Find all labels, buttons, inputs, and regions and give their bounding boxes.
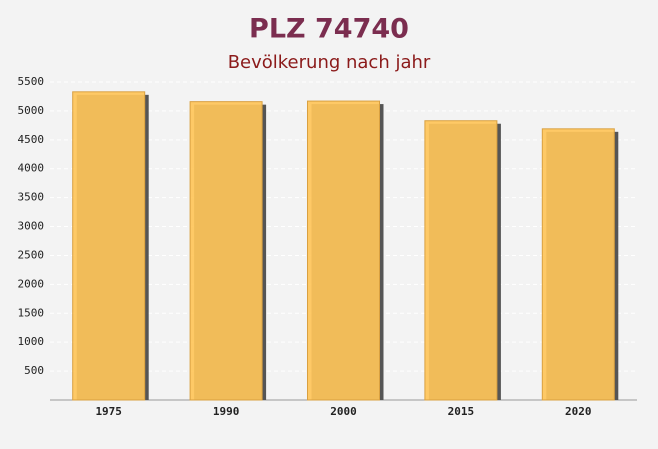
x-tick-label: 2015 [448,405,475,418]
x-tick-label: 2020 [565,405,592,418]
bar [424,120,498,401]
bar [541,128,615,401]
y-tick-label: 5500 [18,75,45,88]
y-tick-label: 500 [24,364,44,377]
bar [72,91,146,401]
y-tick-label: 3500 [18,191,45,204]
y-tick-label: 2500 [18,248,45,261]
y-tick-label: 3000 [18,220,45,233]
y-tick-label: 1000 [18,335,45,348]
bar [307,100,380,401]
chart-subtitle: Bevölkerung nach jahr [228,52,431,73]
y-tick-label: 1500 [18,306,45,319]
y-tick-label: 5000 [18,104,45,117]
y-tick-label: 4000 [18,162,45,175]
x-tick-label: 1990 [213,405,240,418]
chart-title: PLZ 74740 [249,14,409,45]
x-tick-label: 1975 [95,405,122,418]
x-tick-label: 2000 [330,405,357,418]
y-tick-label: 2000 [18,277,45,290]
bar [189,101,263,401]
y-tick-label: 4500 [18,133,45,146]
